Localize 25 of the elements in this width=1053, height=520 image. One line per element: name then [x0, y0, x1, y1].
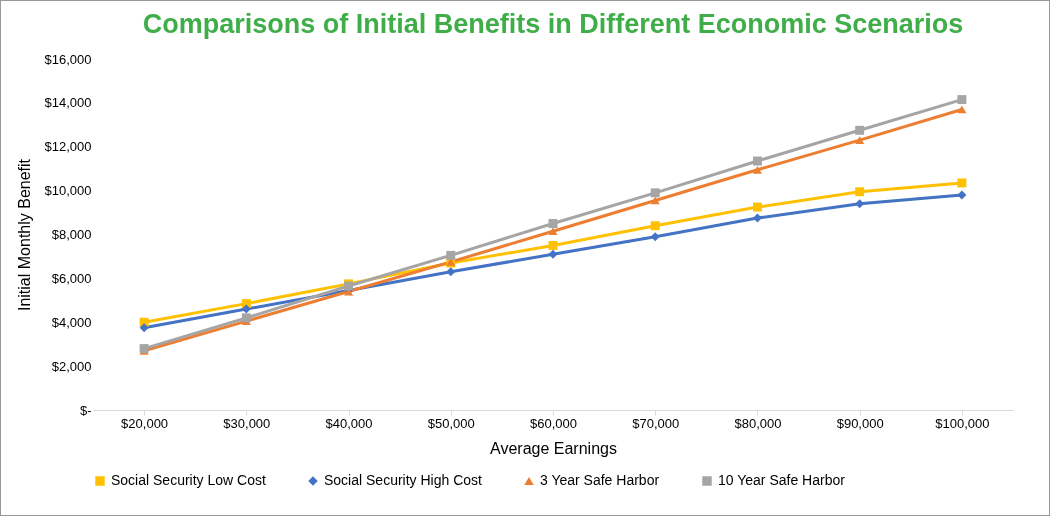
y-tick-label: $8,000	[51, 227, 92, 242]
y-tick-label: $4,000	[51, 314, 92, 330]
x-tick-label: $80,000	[734, 415, 782, 431]
x-tick-label: $20,000	[121, 415, 169, 431]
y-tick-label: $12,000	[44, 139, 92, 155]
y-tick-label: $-	[79, 402, 92, 418]
chart-title: Comparisons of Initial Benefits in Different Economic Scenarios	[142, 9, 964, 39]
x-tick-label: $100,000	[935, 415, 990, 431]
x-tick-label: $40,000	[325, 415, 373, 431]
y-tick-label: $14,000	[44, 95, 92, 111]
legend-label: Social Security Low Cost	[111, 472, 266, 488]
x-tick-label: $30,000	[223, 415, 271, 431]
x-tick-label: $50,000	[427, 415, 475, 431]
y-tick-label: $10,000	[44, 183, 92, 199]
y-axis-title: Initial Monthly Benefit	[15, 158, 33, 312]
legend-label: Social Security High Cost	[324, 472, 483, 488]
x-tick-label: $90,000	[836, 415, 884, 431]
x-axis-title: Average Earnings	[490, 439, 617, 457]
x-tick-label: $60,000	[530, 415, 577, 431]
legend-label: 3 Year Safe Harbor	[540, 472, 660, 488]
y-tick-label: $6,000	[51, 270, 92, 286]
y-tick-label: $2,000	[51, 358, 92, 374]
x-tick-label: $70,000	[632, 415, 680, 431]
legend-label: 10 Year Safe Harbor	[718, 472, 846, 488]
y-tick-label: $16,000	[44, 51, 92, 67]
